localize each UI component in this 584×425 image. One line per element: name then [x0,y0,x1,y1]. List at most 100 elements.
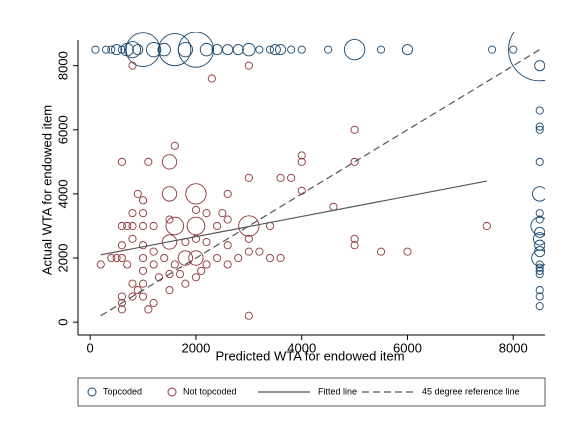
bubble [218,209,227,218]
bubble [535,122,544,131]
bubble [133,189,142,198]
bubble [509,45,518,54]
legend-box [77,377,546,407]
bubble [533,232,545,246]
bubble [117,157,126,166]
bubble [165,286,174,295]
bubble [213,253,222,263]
bubble [139,292,148,301]
bubble [255,45,264,54]
bubble [223,189,232,198]
bubble [132,44,144,56]
bubble [111,44,123,56]
x-tick-label: 2000 [181,340,210,355]
bubble [242,42,256,57]
bubble [139,266,148,275]
x-tick-label: 0 [87,340,94,355]
bubble [535,125,544,134]
bubble [532,186,545,202]
bubble [123,41,141,59]
bubble [508,32,545,82]
bubble [238,215,260,237]
bubble [161,234,178,250]
bubble [297,45,306,54]
legend-label: Topcoded [103,386,142,396]
line [100,49,541,317]
bubble [534,226,545,238]
bubble [535,302,544,311]
bubble [177,250,194,266]
bubble [376,45,386,54]
bubble [123,221,132,231]
bubble [223,260,232,269]
legend-symbol [167,387,177,397]
bubble [139,253,148,263]
legend-label: Not topcoded [183,386,237,396]
bubble [269,44,281,56]
bubble [117,292,126,301]
bubble [350,241,359,250]
bubble [128,221,137,231]
bubble [158,33,192,67]
y-tick-label: 4000 [55,179,70,208]
y-tick-label: 0 [55,319,70,326]
y-axis-title: Actual WTA for endowed item [39,105,54,275]
x-tick-label: 4000 [287,340,316,355]
bubble [170,141,179,150]
bubble [202,209,211,218]
bubble [157,42,171,57]
bubble [139,209,148,218]
bubble [350,157,359,166]
bubble [223,215,232,224]
bubble [117,241,126,250]
bubble [170,260,179,269]
bubble [213,221,222,231]
bubble [128,279,137,288]
bubble [535,157,544,166]
bubble [191,273,200,282]
y-tick-label: 8000 [55,51,70,80]
bubble [244,234,253,243]
bubble [177,32,215,68]
bubble [149,247,158,256]
bubble [181,279,190,288]
legend-label: Fitted line [318,386,357,396]
bubble [176,270,185,279]
bubble [128,234,137,243]
bubble [530,216,545,236]
bubble [149,260,158,269]
bubble [161,154,178,170]
bubble [185,183,207,205]
bubble [165,215,174,224]
bubble [297,157,306,166]
bubble [202,260,211,269]
bubble [188,250,204,266]
bubble [535,106,544,115]
bubble [276,173,285,182]
bubble [139,196,148,205]
bubble [244,61,253,70]
bubble [128,61,137,70]
bubble [232,44,244,56]
legend-symbol [87,387,97,397]
bubble [199,42,214,57]
x-axis-title: Predicted WTA for endowed item [215,348,404,363]
bubble [207,74,216,83]
bubble [101,45,111,54]
bubble [350,125,359,134]
bubble [482,221,491,231]
bubble [123,260,132,269]
bubble [276,253,285,263]
x-tick-label: 8000 [499,340,528,355]
plot-area [91,32,545,320]
bubble [161,186,178,202]
bubble [160,253,169,263]
bubble [125,32,161,67]
bubble [197,266,206,275]
bubble [275,44,287,56]
bubble [534,60,545,72]
bubble [535,263,544,272]
bubble [117,221,126,231]
bubble [96,260,105,269]
